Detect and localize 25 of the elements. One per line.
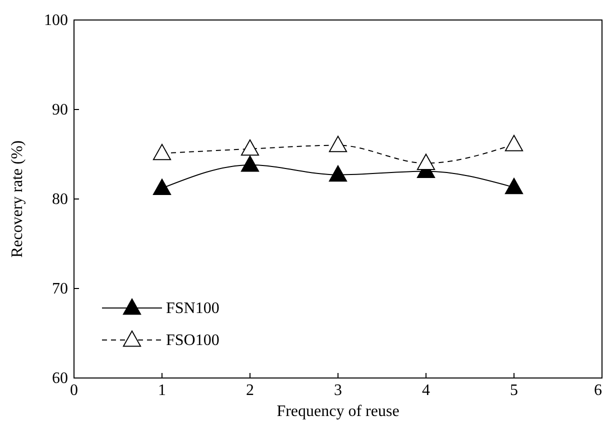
x-tick-label: 3 xyxy=(334,382,342,399)
y-axis-title: Recovery rate (%) xyxy=(9,140,26,258)
legend-label: FSO100 xyxy=(166,332,220,349)
point xyxy=(328,165,348,182)
point xyxy=(328,136,348,152)
x-tick-label: 0 xyxy=(70,382,78,399)
y-tick-label: 80 xyxy=(52,191,68,208)
x-tick-label: 4 xyxy=(422,382,430,399)
point xyxy=(240,139,260,156)
y-tick-label: 60 xyxy=(52,370,68,387)
legend-label: FSN100 xyxy=(166,300,220,317)
x-tick-label: 5 xyxy=(510,382,518,399)
x-axis-title: Frequency of reuse xyxy=(276,403,400,420)
point xyxy=(504,178,524,194)
point xyxy=(240,155,260,172)
point xyxy=(152,178,172,196)
x-tick-label: 2 xyxy=(246,382,254,399)
point xyxy=(416,154,436,170)
x-tick-label: 1 xyxy=(158,382,166,399)
y-tick-label: 100 xyxy=(44,12,68,29)
y-tick-label: 90 xyxy=(52,102,68,118)
point xyxy=(152,144,172,160)
point xyxy=(504,134,524,152)
x-tick-label: 6 xyxy=(594,382,602,399)
y-tick-label: 70 xyxy=(52,280,68,298)
